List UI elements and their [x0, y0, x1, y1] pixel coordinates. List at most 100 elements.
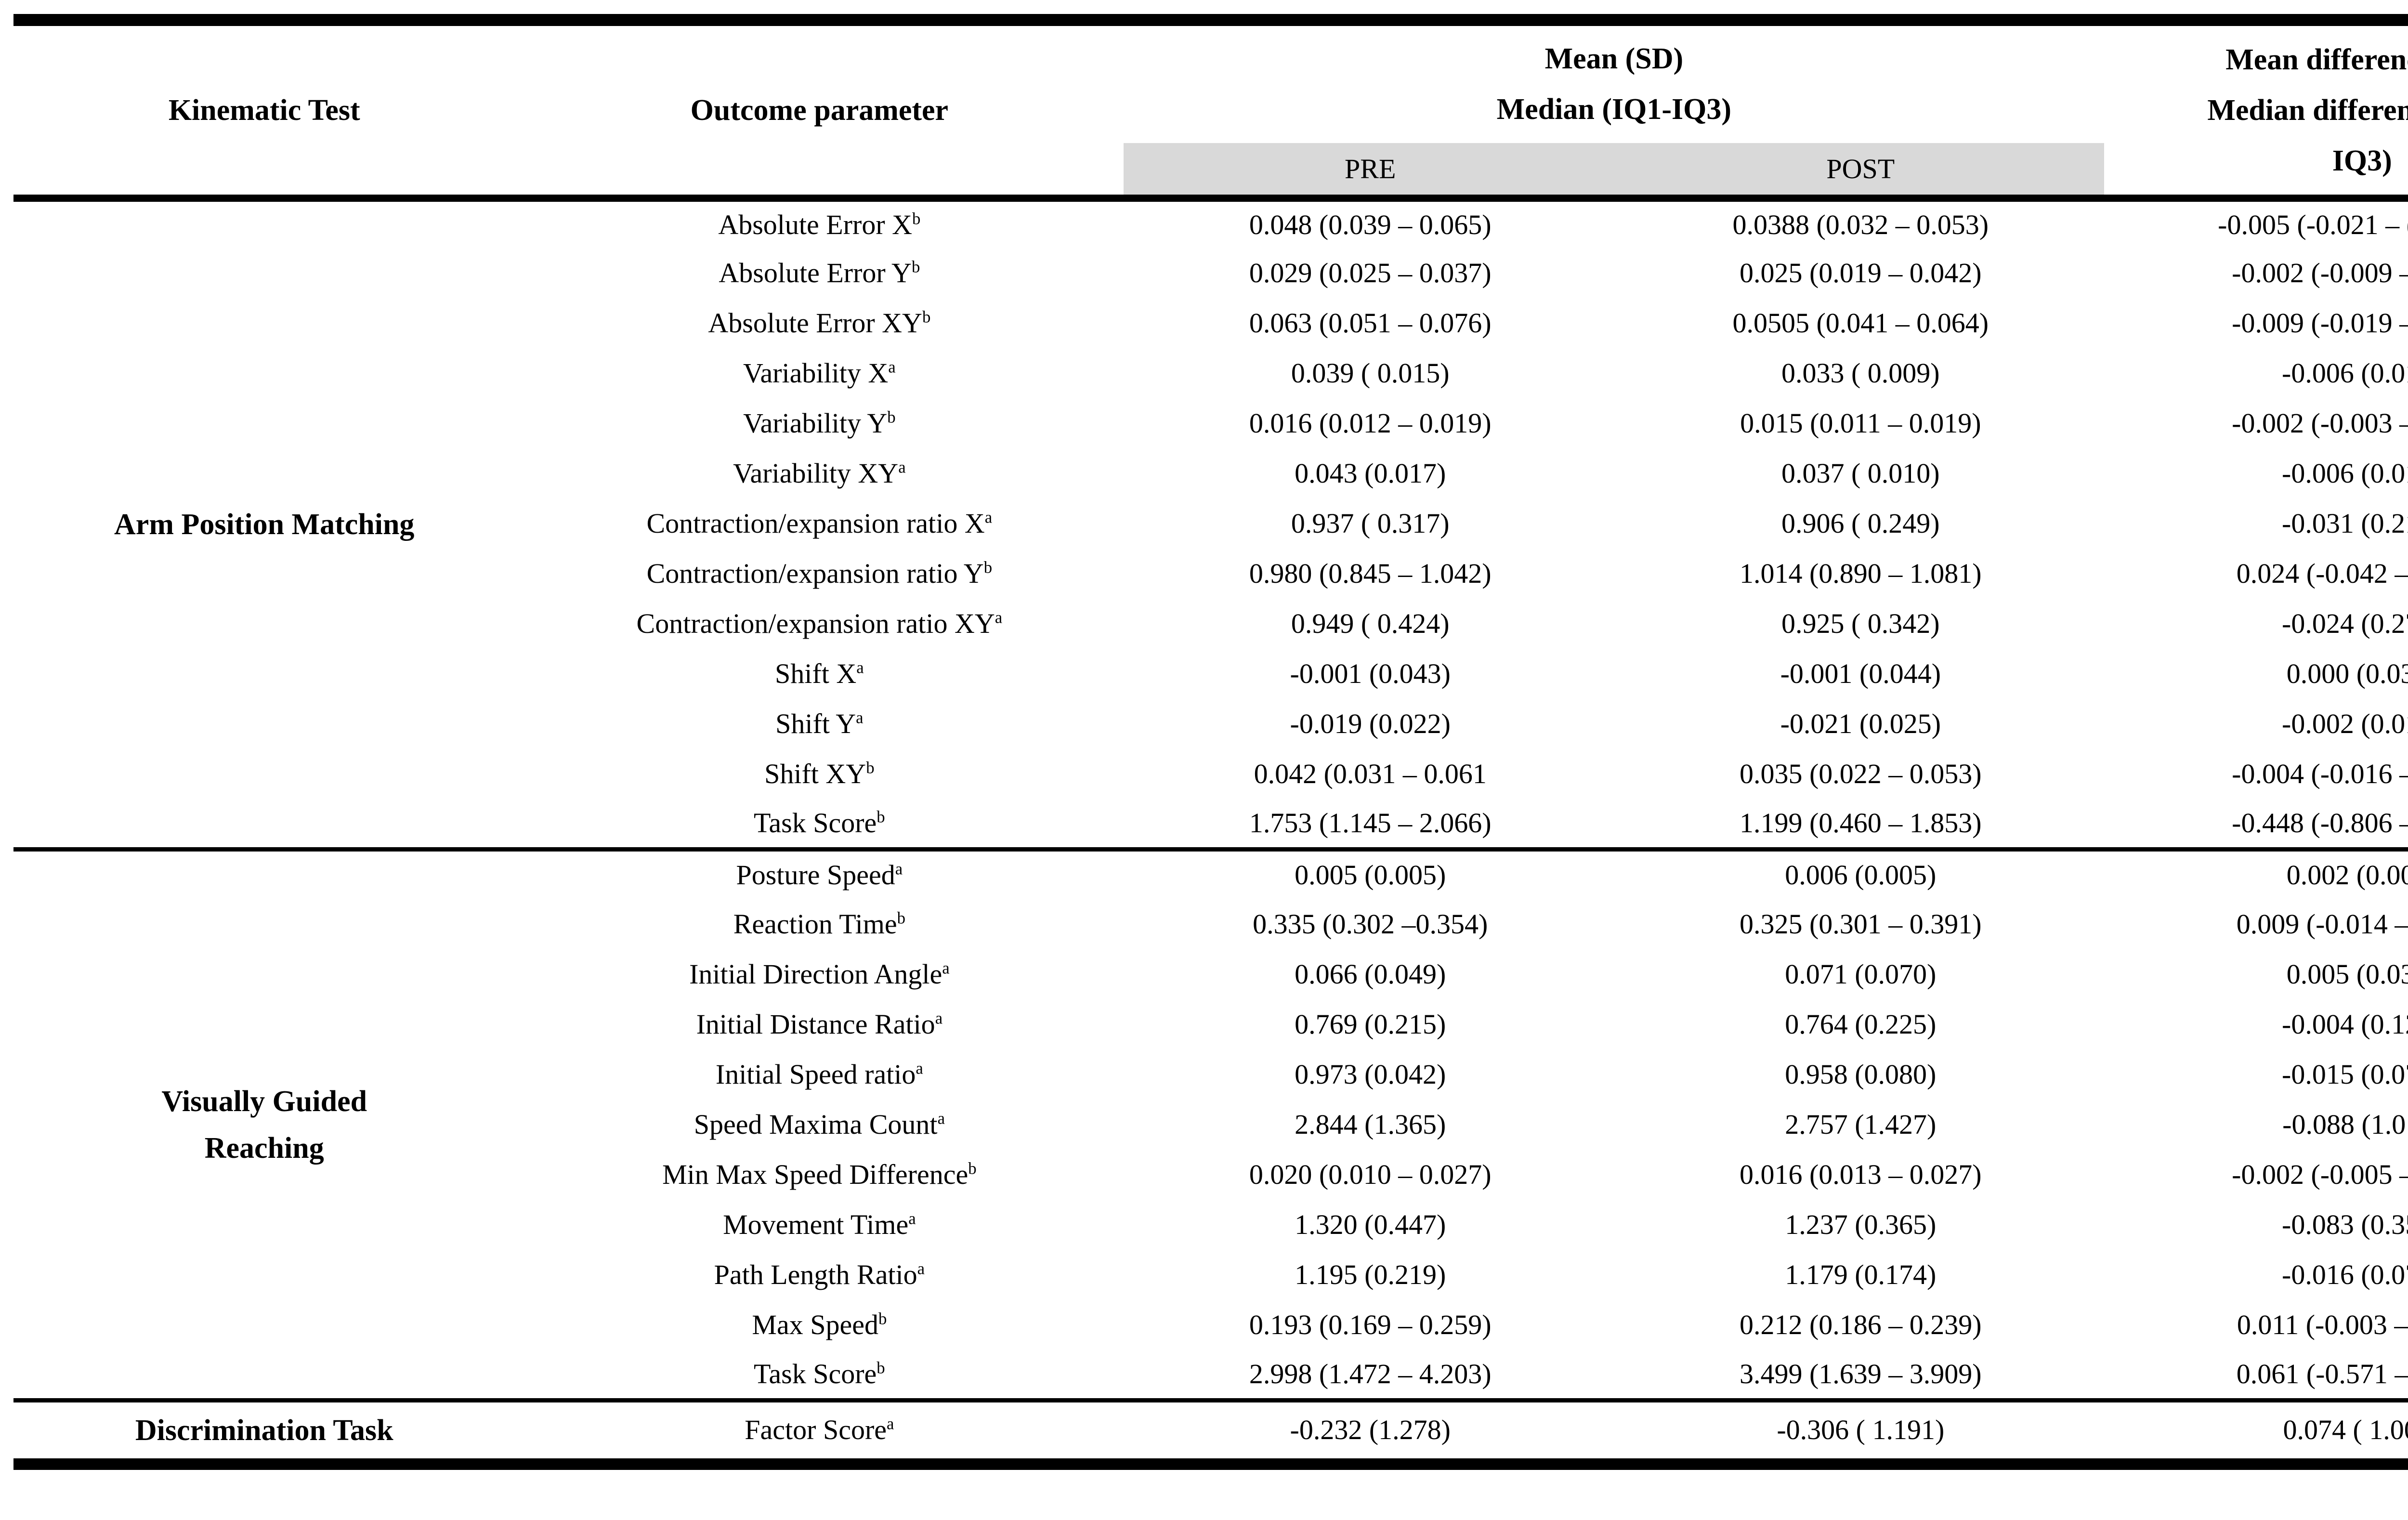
table-row: Path Length Ratioa 1.195 (0.219) 1.179 (0.… [13, 1250, 2408, 1300]
outcome-parameter-cell: Initial Direction Anglea [689, 958, 950, 990]
kinematic-results-table: Kinematic Test Outcome parameter Mean (S… [13, 14, 2408, 1470]
pre-value-cell: 0.029 (0.025 – 0.037) [1249, 257, 1492, 289]
pre-value-cell: -0.019 (0.022) [1290, 708, 1451, 740]
table-row: Visually Guided Reaching Posture Speeda 0.0… [13, 847, 2408, 1401]
table-row: Shift Xa -0.001 (0.043) -0.001 (0.044) 0.00… [13, 649, 2408, 699]
footnote-marker: a [984, 508, 993, 527]
pre-value-cell: 0.048 (0.039 – 0.065) [1249, 209, 1492, 240]
difference-value-cell: -0.002 (0.019) [2282, 708, 2408, 740]
post-value-cell: -0.001 (0.044) [1780, 658, 1941, 690]
outcome-parameter-cell: Max Speedb [752, 1309, 887, 1341]
footnote-marker: a [935, 1009, 943, 1028]
table-row: Initial Direction Anglea 0.066 (0.049) 0.0… [13, 950, 2408, 1000]
table-row: Movement Timea 1.320 (0.447) 1.237 (0.365)… [13, 1200, 2408, 1250]
post-value-cell: 1.014 (0.890 – 1.081) [1739, 558, 1982, 590]
post-value-cell: 0.015 (0.011 – 0.019) [1740, 407, 1981, 439]
outcome-parameter-cell: Absolute Error XYb [708, 307, 931, 339]
post-value-cell: 0.958 (0.080) [1785, 1059, 1937, 1090]
difference-value-cell: 0.011 (-0.003 – 0.030) [2237, 1309, 2408, 1341]
difference-value-cell: -0.016 (0.075) [2282, 1259, 2408, 1291]
post-value-cell: 0.325 (0.301 – 0.391) [1739, 908, 1982, 940]
footnote-marker: b [866, 758, 875, 777]
difference-value-cell: -0.031 (0.217) [2282, 508, 2408, 539]
footnote-marker: a [908, 1209, 916, 1228]
table-row: Shift Ya -0.019 (0.022) -0.021 (0.025) -0.0… [13, 699, 2408, 749]
post-value-cell: 0.0505 (0.041 – 0.064) [1732, 307, 1989, 339]
header-row-prepost: PRE POST [13, 143, 2408, 202]
post-value-cell: 0.033 ( 0.009) [1781, 357, 1940, 389]
difference-value-cell: -0.002 (-0.005 – 0.001) [2232, 1159, 2408, 1191]
footnote-marker: a [898, 458, 906, 477]
outcome-parameter-cell: Variability Xa [743, 357, 896, 389]
outcome-parameter-cell: Shift Xa [775, 658, 864, 690]
outcome-parameter-cell: Task Scoreb [754, 807, 885, 839]
pre-value-cell: 0.063 (0.051 – 0.076) [1249, 307, 1492, 339]
post-value-cell: 3.499 (1.639 – 3.909) [1739, 1358, 1982, 1389]
outcome-parameter-cell: Contraction/expansion ratio Xa [646, 508, 993, 539]
difference-value-cell: 0.074 ( 1.001) [2104, 1398, 2408, 1464]
footnote-marker: a [887, 1415, 894, 1434]
header-post: POST [1617, 143, 2105, 202]
pre-value-cell: 0.042 (0.031 – 0.061 [1254, 758, 1487, 790]
pre-value-cell: 0.980 (0.845 – 1.042) [1249, 558, 1492, 590]
pre-value-cell: -0.232 (1.278) [1124, 1398, 1617, 1464]
pre-value-cell: 0.066 (0.049) [1295, 958, 1446, 990]
header-kinematic-test: Kinematic Test [13, 20, 515, 202]
table-row: Discrimination Task Factor Scorea -0.232 (… [13, 1398, 2408, 1464]
post-value-cell: 2.757 (1.427) [1785, 1109, 1937, 1140]
table-row: Variability Yb 0.016 (0.012 – 0.019) 0.015… [13, 399, 2408, 449]
post-value-cell: 1.237 (0.365) [1785, 1209, 1937, 1241]
difference-value-cell: -0.004 (0.126) [2282, 1009, 2408, 1040]
table-row: Max Speedb 0.193 (0.169 – 0.259) 0.212 (0.… [13, 1300, 2408, 1350]
difference-value-cell: 0.002 (0.002) [2104, 847, 2408, 900]
header-pre: PRE [1124, 143, 1617, 202]
outcome-parameter-cell: Reaction Timeb [733, 908, 906, 940]
header-mean-difference: Mean difference (SD)Median difference (I… [2104, 20, 2408, 202]
footnote-marker: b [983, 558, 993, 577]
outcome-parameter-cell: Initial Speed ratioa [715, 1059, 923, 1090]
post-value-cell: 1.179 (0.174) [1785, 1259, 1937, 1291]
difference-value-cell: 0.005 (0.037) [2286, 958, 2408, 990]
kinematic-test-cell: Visually Guided Reaching [13, 847, 515, 1401]
pre-value-cell: 0.016 (0.012 – 0.019) [1249, 407, 1492, 439]
difference-value-cell: -0.002 (-0.003 – 0.003) [2232, 407, 2408, 439]
table-row: Variability XYa 0.043 (0.017) 0.037 ( 0.01… [13, 449, 2408, 499]
difference-value-cell: 0.009 (-0.014 – 0.028) [2236, 908, 2408, 940]
pre-value-cell: 0.043 (0.017) [1295, 458, 1446, 489]
difference-value-cell: -0.005 (-0.021 – (-0.001)) [2218, 209, 2408, 240]
pre-value-cell: -0.001 (0.043) [1290, 658, 1451, 690]
footnote-marker: a [888, 357, 896, 377]
outcome-parameter-cell: Variability Yb [743, 407, 896, 439]
footnote-marker: a [856, 658, 864, 677]
outcome-parameter-cell: Factor Scorea [515, 1398, 1124, 1464]
pre-value-cell: 0.973 (0.042) [1295, 1059, 1446, 1090]
pre-value-cell: 2.844 (1.365) [1295, 1109, 1446, 1140]
outcome-parameter-cell: Speed Maxima Counta [694, 1109, 945, 1140]
footnote-marker: a [942, 958, 950, 978]
difference-value-cell: 0.024 (-0.042 – 0.075) [2236, 558, 2408, 590]
table-row: Contraction/expansion ratio Xa 0.937 ( 0.… [13, 499, 2408, 549]
pre-value-cell: 0.193 (0.169 – 0.259) [1249, 1309, 1492, 1341]
difference-value-cell: -0.006 (0.015) [2282, 458, 2408, 489]
outcome-parameter-cell: Min Max Speed Differenceb [662, 1159, 977, 1191]
footnote-marker: b [887, 407, 896, 427]
table-row: Initial Distance Ratioa 0.769 (0.215) 0.76… [13, 1000, 2408, 1050]
outcome-parameter-cell: Variability XYa [733, 458, 906, 489]
pre-value-cell: 0.937 ( 0.317) [1291, 508, 1450, 539]
table-row: Task Scoreb 1.753 (1.145 – 2.066) 1.199 (0… [13, 799, 2408, 850]
footnote-marker: b [968, 1159, 977, 1178]
table-row: Shift XYb 0.042 (0.031 – 0.061 0.035 (0.02… [13, 749, 2408, 799]
post-value-cell: 0.006 (0.005) [1617, 847, 2105, 900]
footnote-marker: a [917, 1259, 925, 1278]
difference-value-cell: -0.006 (0.015) [2282, 357, 2408, 389]
pre-value-cell: 0.769 (0.215) [1295, 1009, 1446, 1040]
table-row: Absolute Error Yb 0.029 (0.025 – 0.037) 0.… [13, 249, 2408, 299]
table-row: Contraction/expansion ratio Yb 0.980 (0.8… [13, 549, 2408, 599]
post-value-cell: 0.212 (0.186 – 0.239) [1739, 1309, 1982, 1341]
post-value-cell: 0.071 (0.070) [1785, 958, 1937, 990]
footnote-marker: b [922, 307, 931, 327]
footnote-marker: a [856, 708, 864, 727]
post-value-cell: 0.764 (0.225) [1785, 1009, 1937, 1040]
pre-value-cell: 1.195 (0.219) [1295, 1259, 1446, 1291]
